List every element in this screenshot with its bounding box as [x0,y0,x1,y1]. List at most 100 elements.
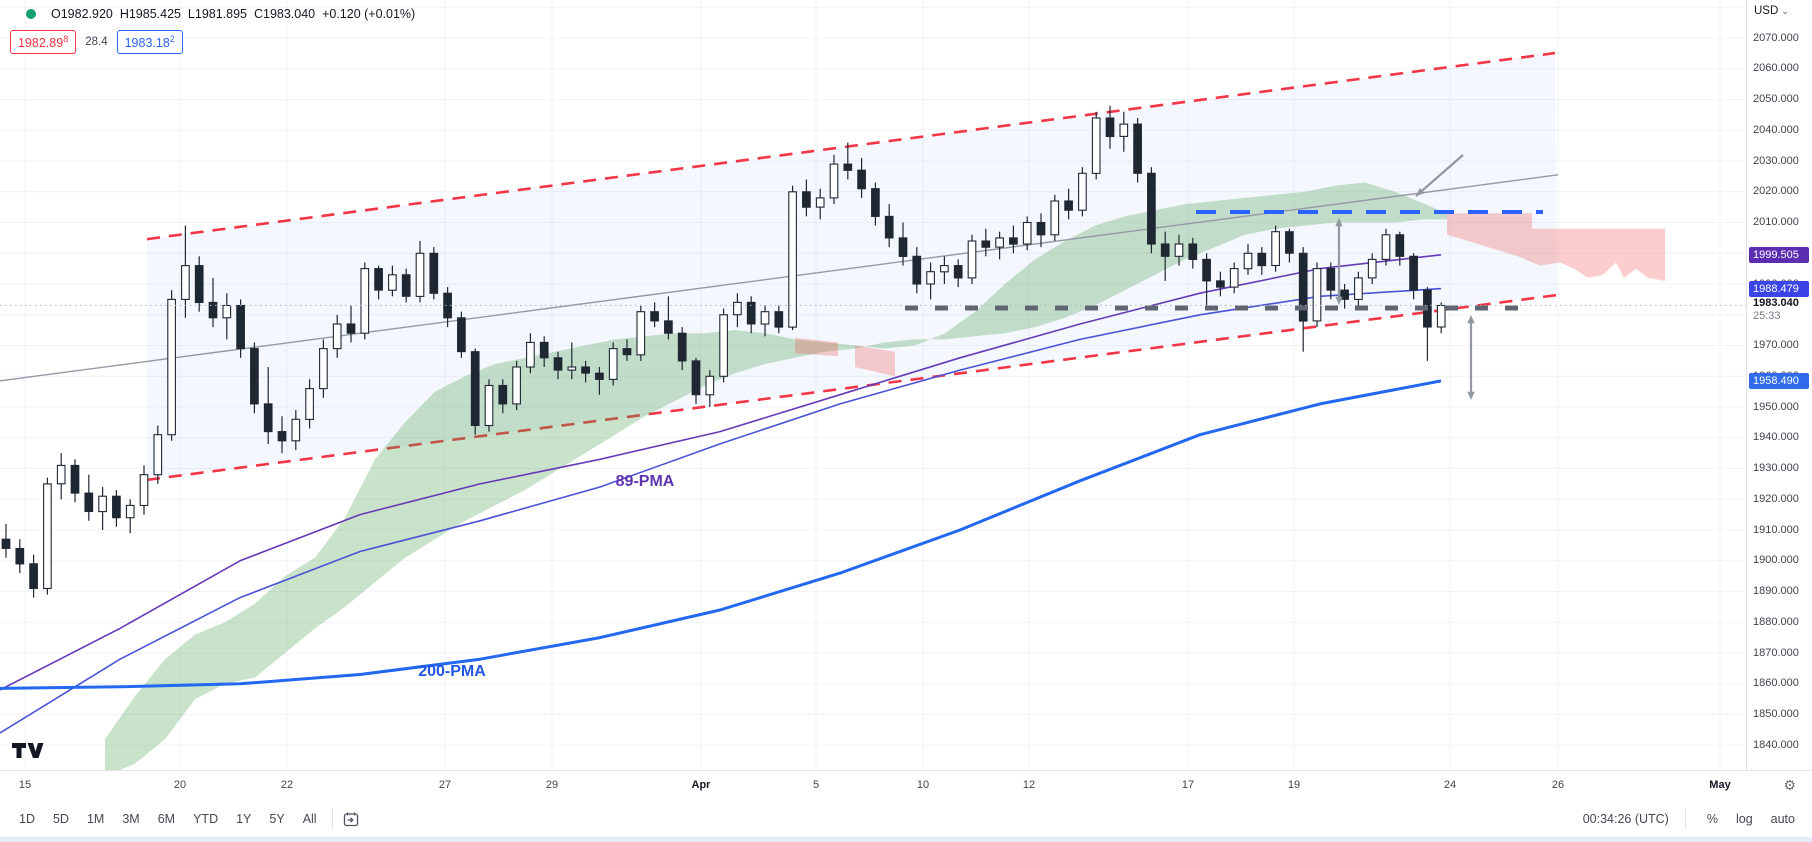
channel-fill [147,53,1557,480]
candle-body-down [374,268,383,291]
candle-body-up [1243,252,1253,270]
candle-body-down [802,191,811,208]
time-label: 19 [1287,779,1301,791]
candle-body-up [125,504,135,519]
candle-body-down [70,464,80,494]
clock-timezone[interactable]: 00:34:26 (UTC) [1582,812,1669,826]
symbol-legend[interactable]: O1982.920 H1985.425 L1981.895 C1983.040 … [10,4,422,55]
candle-body-down [539,341,549,359]
range-button-6m[interactable]: 6M [157,812,176,826]
log-scale-button[interactable]: log [1735,812,1753,826]
candle-body-down [470,351,480,427]
ohlc-values: O1982.920 H1985.425 L1981.895 C1983.040 … [51,7,422,21]
time-label: 29 [545,779,559,791]
candle-body-up [926,271,935,285]
time-axis[interactable]: 15 20 22 27 29 Apr 5 10 12 17 19 24 26 May ⚙ [0,770,1812,802]
gray-trendline [0,174,1559,382]
candle-body-down [857,169,866,190]
price-tick-label: 2070.000 [1753,31,1799,44]
time-label: 26 [1551,779,1565,791]
ichimoku-projected-pink-cloud [1447,213,1665,281]
chart-plot[interactable]: 89-PMA 200-PMA [0,0,1746,770]
candle-body-down [1409,255,1418,291]
candle-body-up [526,341,535,368]
line-label-89-pma: 89-PMA [616,473,675,490]
time-label: 24 [1443,779,1457,791]
ohlc-field: C1983.040 [253,7,323,21]
toolbar-right-group: 00:34:26 (UTC) % log auto [1583,809,1812,829]
candle-body-up [567,366,577,371]
candles-layer [1,105,1446,598]
price-badge: 1999.505 [1749,246,1809,263]
candle-body-up [56,464,66,485]
candle-body-up [484,384,494,427]
chart-canvas[interactable]: 89-PMA 200-PMA O1982.920 H1985.425 L1981.… [0,0,1746,770]
candle-body-down [401,274,411,297]
ohlc-field: L1981.895 [187,7,254,21]
candle-body-down [746,301,756,325]
price-axis[interactable]: USD ⌄ 2070.000 2060.000 2050.000 2040.000 203… [1746,0,1812,770]
price-tick-label: 1930.000 [1753,462,1799,474]
time-label: Apr [691,779,711,791]
buy-ask-button[interactable]: 1983.182 [116,30,183,55]
candle-body-down [1395,234,1405,257]
candle-body-down [194,265,204,304]
candle-body-up [139,474,149,507]
price-tick-label: 1840.000 [1753,738,1799,751]
currency-selector[interactable]: USD ⌄ [1754,5,1789,17]
candle-body-up [719,314,728,377]
price-tick-label: 1850.000 [1753,708,1799,720]
toolbar-divider [1684,809,1686,829]
candle-body-up [1229,268,1239,288]
vertical-arrow-head-up [1335,218,1343,227]
time-label: 5 [812,779,820,791]
candle-body-up [967,240,977,279]
candle-body-down [898,237,908,257]
ohlc-row[interactable]: O1982.920 H1985.425 L1981.895 C1983.040 … [10,4,422,24]
price-tick-label: 1860.000 [1753,677,1799,690]
range-button-1d[interactable]: 1D [19,812,35,826]
candle-body-down [953,265,963,279]
candle-body-up [788,191,797,328]
candle-body-up [98,495,107,513]
range-button-ytd[interactable]: YTD [193,812,219,826]
price-tick-label: 2010.000 [1753,216,1799,228]
candle-body-down [691,360,701,396]
candle-body-down [553,357,563,371]
percent-scale-button[interactable]: % [1706,812,1718,826]
candle-body-down [1105,117,1115,138]
time-label: May [1709,779,1731,791]
channel-lower-red-dashed-line [146,293,1558,482]
range-button-1y[interactable]: 1Y [236,812,252,826]
price-tick-label: 2060.000 [1753,62,1799,75]
price-tick-label: 1870.000 [1753,646,1799,659]
candle-body-up [995,237,1004,248]
sell-bid-button[interactable]: 1982.898 [10,30,77,55]
candle-body-down [236,304,245,350]
range-button-3m[interactable]: 3M [122,812,140,826]
candle-body-up [415,252,425,297]
auto-scale-button[interactable]: auto [1770,812,1795,826]
price-tick-label: 1900.000 [1753,554,1799,567]
gear-icon[interactable]: ⚙ [1783,777,1796,793]
candle-body-up [153,434,163,476]
vertical-arrow-head-down [1335,296,1343,305]
candle-body-down [84,492,94,513]
toolbar-divider [331,809,333,829]
candle-body-down [1202,258,1211,282]
range-button-all[interactable]: All [302,812,317,826]
range-button-1m[interactable]: 1M [86,812,105,826]
price-tick-label: 1910.000 [1753,523,1799,536]
candle-body-up [1119,123,1129,137]
candle-body-up [181,265,190,300]
candle-body-down [1257,252,1267,267]
range-button-5d[interactable]: 5D [52,812,69,826]
candle-body-down [595,372,604,380]
ma-89-line [0,254,1442,691]
time-label: 12 [1022,779,1036,791]
candle-body-up [1091,117,1101,174]
range-button-5y[interactable]: 5Y [269,812,285,826]
tradingview-logo-icon [12,743,44,758]
price-tick-label: 1920.000 [1753,492,1799,505]
go-to-date-button[interactable] [343,811,360,828]
